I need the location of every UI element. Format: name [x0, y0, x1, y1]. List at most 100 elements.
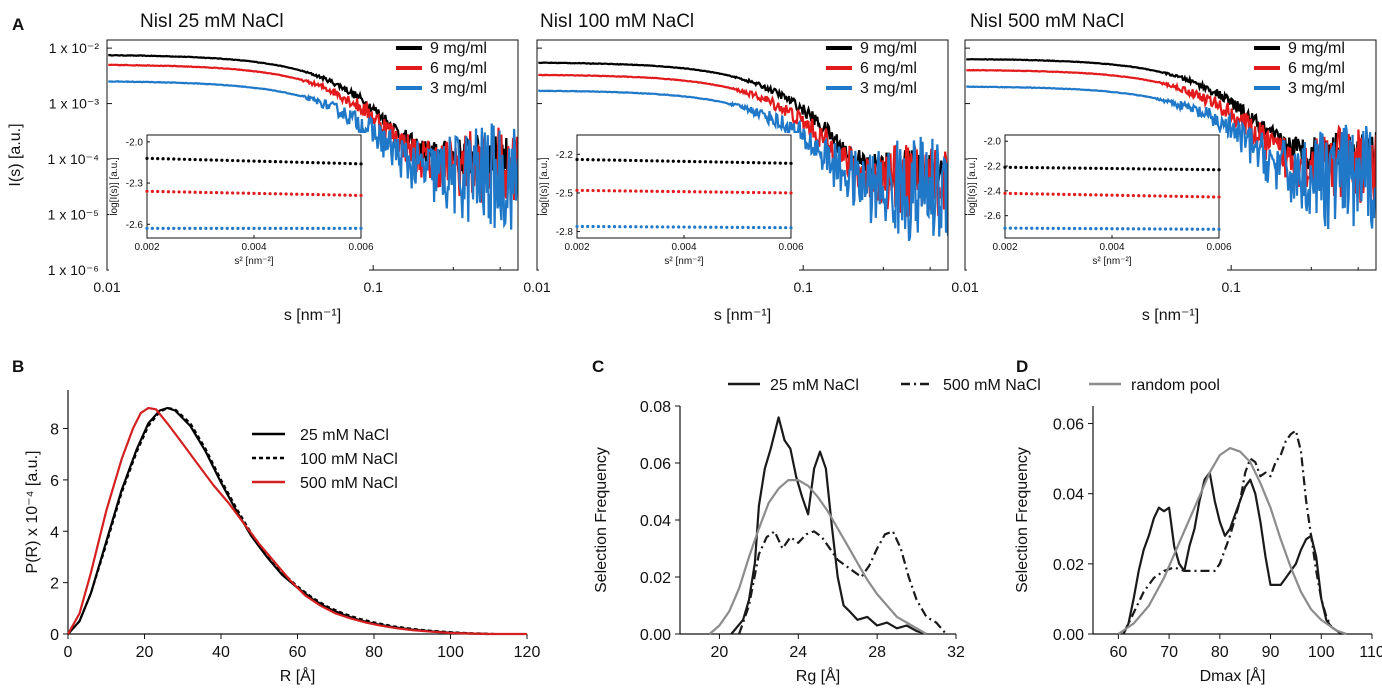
x-tick-label: 40 [212, 644, 230, 661]
inset-point [311, 226, 315, 230]
inset-point [188, 157, 192, 162]
inset-point [628, 189, 633, 193]
inset-x-tick-label: 0.006 [778, 242, 803, 253]
inset-point [1008, 226, 1012, 230]
inset-point [172, 190, 176, 194]
inset-point [1142, 194, 1146, 198]
inset-point [644, 159, 649, 163]
x-axis-label: s [nm⁻¹] [1142, 307, 1199, 324]
inset-point [1040, 192, 1045, 196]
inset-point [321, 226, 326, 230]
inset-point [687, 225, 691, 229]
inset-point [1014, 165, 1018, 169]
inset-point [273, 226, 277, 230]
inset-point [768, 161, 772, 165]
inset-x-label: s² [nm⁻²] [1092, 256, 1131, 267]
inset-point [1094, 166, 1098, 170]
chart-C: 20 24 28 32 0.00 0.02 0.04 0.06 0.08 Rg [Å] Select… [593, 399, 965, 685]
inset-y-tick-label: -2.3 [126, 179, 144, 190]
y-tick-label: 0.08 [640, 399, 671, 416]
inset-point [596, 158, 601, 162]
inset-point [209, 226, 213, 230]
inset-point [671, 159, 675, 163]
chart-D: 60 70 80 90 100 110 0.00 0.02 0.04 0.06 Dmax [Å] Se… [1014, 406, 1382, 685]
inset-point [1105, 166, 1109, 171]
inset-point [177, 190, 181, 194]
inset-point [586, 188, 590, 193]
inset-frame [146, 134, 362, 239]
saxs-curve [108, 80, 518, 230]
inset-point [1174, 227, 1178, 231]
inset-point [1014, 226, 1018, 230]
saxs-curve [966, 85, 1376, 230]
inset-point [305, 226, 310, 230]
saxs-curve [966, 68, 1376, 203]
inset-point [145, 226, 149, 230]
inset-point [618, 225, 622, 229]
x-axis-label: R [Å] [280, 666, 316, 685]
chart-B: 0 20 40 60 80 100 120 0 2 4 6 8 R [Å] P(R) x 10⁻⁴ [a.… [24, 390, 540, 685]
inset-point [1035, 192, 1039, 196]
inset-point [316, 161, 320, 165]
inset-point [1163, 167, 1168, 171]
inset-point [1115, 193, 1119, 197]
inset-point [172, 157, 176, 161]
inset-point [231, 226, 235, 230]
inset-point [316, 226, 320, 230]
inset-point [359, 226, 363, 230]
inset-point [177, 226, 181, 230]
inset-point [1126, 227, 1130, 231]
inset-point [284, 160, 288, 164]
inset-y-tick-label: -2.0 [984, 137, 1002, 148]
x-tick-label: 60 [289, 644, 307, 661]
inset-point [714, 160, 718, 164]
inset-point [348, 161, 352, 166]
inset-point [1185, 227, 1189, 231]
saxs-plot-3: NisI 500 mM NaCl 0.01 0.1 s [nm⁻¹] 9 mg/ml 6 … [951, 11, 1377, 324]
inset-point [172, 226, 176, 230]
inset-point [359, 193, 363, 198]
inset-point [1051, 226, 1055, 230]
chart-title: NisI 100 mM NaCl [540, 11, 694, 32]
inset-point [703, 190, 708, 194]
inset-point [145, 156, 149, 160]
inset-point [1051, 192, 1055, 196]
inset-point [354, 162, 358, 166]
inset-point [1110, 227, 1114, 231]
inset-point [1131, 193, 1135, 198]
panel-letter-a: A [12, 15, 24, 34]
inset-point [1030, 192, 1034, 196]
inset-point [257, 159, 261, 163]
inset-point [773, 226, 777, 230]
inset-point [263, 159, 267, 163]
inset-point [789, 161, 793, 165]
inset-point [220, 158, 224, 162]
inset-point [1217, 227, 1221, 231]
y-tick-label: 0.06 [1053, 417, 1084, 434]
inset-point [1196, 227, 1200, 231]
inset-point [1212, 195, 1216, 199]
inset-point [586, 158, 590, 162]
x-tick-label: 100 [1308, 644, 1335, 661]
legend-label: 6 mg/ml [430, 60, 487, 77]
inset-point [263, 191, 267, 196]
inset-point [655, 189, 659, 193]
inset-point [268, 226, 272, 230]
inset-point [1190, 167, 1194, 172]
inset-point [607, 158, 611, 162]
inset-point [188, 226, 192, 230]
series-line [1117, 447, 1347, 636]
inset-point [1083, 166, 1087, 170]
inset-point [1099, 166, 1103, 170]
y-tick-label: 8 [50, 422, 59, 439]
inset-point [693, 190, 697, 194]
inset-point [359, 162, 363, 166]
inset-point [1169, 194, 1173, 198]
inset-point [241, 226, 245, 230]
x-axis-label: Rg [Å] [796, 666, 840, 685]
inset-point [1206, 168, 1210, 172]
x-tick-label: 32 [947, 644, 965, 661]
inset-point [746, 225, 750, 230]
inset-point [1008, 165, 1012, 169]
inset-x-tick-label: 0.004 [241, 242, 266, 253]
